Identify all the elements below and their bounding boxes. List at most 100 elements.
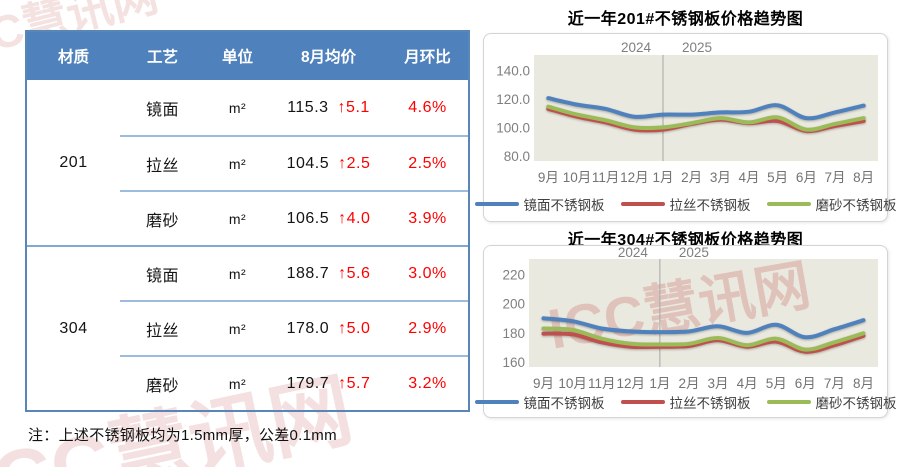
up-arrow-icon: ↑ [337, 98, 347, 116]
x-axis-tick-label: 12月 [617, 376, 646, 391]
legend-line-swatch [766, 201, 811, 207]
x-axis-tick-label: 6月 [795, 376, 816, 391]
series-line [546, 104, 866, 132]
x-axis-tick-label: 1月 [649, 376, 670, 391]
chart-legend-304: 镜面不锈钢板 拉丝不锈钢板 磨砂不锈钢板 [474, 392, 897, 412]
x-axis-tick-label: 1月 [652, 170, 673, 185]
table-note: 注：上述不锈钢板均为1.5mm厚，公差0.1mm [28, 427, 337, 444]
x-axis-tick-label: 10月 [563, 170, 592, 185]
table-body: 201 镜面 m² 115.3 ↑ 5.1 4.6% 拉丝 m² 104.5 ↑ 2.5 2.5% 磨砂 m… [27, 80, 468, 410]
price-trend-chart-304: ICC慧讯网 2024 2025 220 200 180 160 9月 10月 11月 12月 1月 2… [474, 245, 897, 418]
column-header-unit: 单位 [221, 49, 253, 66]
y-axis-tick-label: 160 [502, 355, 525, 370]
price-value: 179.7 [286, 374, 330, 392]
unit-cell: m² [205, 135, 270, 190]
chart-title-201: 近一年201#不锈钢板价格趋势图 [567, 11, 804, 28]
legend-label: 镜面不锈钢板 [523, 396, 605, 411]
process-cell: 磨砂 [120, 355, 205, 410]
mom-cell: 4.6% [408, 98, 447, 116]
process-cell: 镜面 [120, 245, 205, 300]
column-header-avg-price: 8月均价 [300, 49, 357, 66]
avg-price-cell: 188.7 ↑ 5.6 [270, 245, 387, 300]
x-axis-tick-label: 3月 [708, 376, 729, 391]
x-axis-tick-label: 9月 [538, 170, 559, 185]
x-axis-tick-label: 8月 [853, 376, 874, 391]
y-axis-tick-label: 180 [502, 326, 525, 341]
x-axis-tick-label: 2月 [678, 376, 699, 391]
mom-cell: 3.2% [387, 355, 468, 410]
price-value: 115.3 [287, 98, 329, 116]
y-axis-tick-label: 80.0 [504, 149, 530, 164]
table-header-row: 材质 工艺 单位 8月均价 月环比 [27, 32, 468, 80]
x-axis-tick-label: 10月 [558, 376, 587, 391]
x-axis-tick-label: 12月 [620, 170, 649, 185]
x-axis-tick-label: 4月 [737, 376, 758, 391]
material-cell: 201 [59, 153, 88, 171]
legend-label: 拉丝不锈钢板 [669, 396, 751, 411]
price-value: 104.5 [286, 154, 330, 172]
y-axis-tick-label: 140.0 [496, 63, 530, 78]
unit-cell: m² [205, 300, 270, 355]
y-axis-tick-label: 120.0 [496, 92, 530, 107]
x-axis-tick-label: 7月 [824, 376, 845, 391]
x-axis-tick-label: 4月 [738, 170, 759, 185]
x-axis-tick-label: 5月 [766, 376, 787, 391]
x-axis-tick-label: 11月 [588, 376, 616, 391]
legend-label: 拉丝不锈钢板 [669, 198, 751, 213]
unit-cell: m² [228, 99, 247, 116]
price-change: 5.1 [346, 98, 370, 116]
column-header-material: 材质 [57, 49, 89, 66]
price-trend-chart-201: 2024 2025 140.0 120.0 100.0 80.0 9月 10月 11月 12月 1月… [474, 33, 897, 222]
mom-cell: 3.0% [387, 245, 468, 300]
chart-legend-201: 镜面不锈钢板 拉丝不锈钢板 磨砂不锈钢板 [474, 194, 897, 214]
x-axis-tick-label: 7月 [824, 170, 845, 185]
price-table: 材质 工艺 单位 8月均价 月环比 201 镜面 m² 115.3 ↑ 5.1 4.6% 拉丝… [25, 30, 470, 412]
x-axis-tick-label: 3月 [710, 170, 731, 185]
legend-item: 镜面不锈钢板 [474, 392, 605, 412]
price-change: 5.7 [346, 374, 371, 392]
up-arrow-icon: ↑ [338, 264, 347, 282]
x-axis-tick-label: 9月 [533, 376, 554, 391]
mom-cell: 2.9% [387, 300, 468, 355]
up-arrow-icon: ↑ [338, 374, 347, 392]
unit-cell: m² [205, 245, 270, 300]
series-line [541, 326, 866, 352]
material-cell: 304 [27, 245, 120, 410]
price-change: 5.0 [346, 319, 371, 337]
series-line [546, 96, 866, 121]
y-axis-tick-label: 220 [502, 268, 525, 283]
x-axis-tick-label: 5月 [767, 170, 788, 185]
year-label: 2024 [621, 40, 652, 55]
legend-line-swatch [766, 399, 811, 405]
x-axis-tick-label: 11月 [592, 170, 620, 185]
mom-cell: 2.5% [387, 135, 468, 190]
price-value: 178.0 [286, 319, 330, 337]
process-cell: 拉丝 [120, 135, 205, 190]
up-arrow-icon: ↑ [338, 154, 347, 172]
legend-line-swatch [474, 399, 519, 405]
unit-cell: m² [205, 190, 270, 245]
mom-cell: 3.9% [387, 190, 468, 245]
price-change: 4.0 [346, 209, 371, 227]
column-header-mom: 月环比 [404, 49, 451, 66]
price-value: 106.5 [286, 209, 330, 227]
y-axis-tick-label: 100.0 [496, 120, 530, 135]
legend-line-swatch [474, 201, 519, 207]
avg-price-cell: 178.0 ↑ 5.0 [270, 300, 387, 355]
legend-label: 磨砂不锈钢板 [815, 396, 897, 411]
avg-price-cell: 106.5 ↑ 4.0 [270, 190, 387, 245]
y-axis-tick-label: 200 [502, 297, 525, 312]
avg-price-cell: 115.3 ↑ 5.1 [270, 80, 387, 135]
legend-item: 磨砂不锈钢板 [766, 194, 897, 214]
process-cell: 镜面 [145, 101, 179, 119]
up-arrow-icon: ↑ [338, 209, 347, 227]
price-change: 5.6 [346, 264, 371, 282]
up-arrow-icon: ↑ [338, 319, 347, 337]
process-cell: 拉丝 [120, 300, 205, 355]
legend-line-swatch [620, 399, 665, 405]
chart-title-304: 近一年304#不锈钢板价格趋势图 [567, 232, 804, 249]
process-cell: 磨砂 [120, 190, 205, 245]
year-label: 2024 [618, 246, 649, 260]
legend-label: 镜面不锈钢板 [523, 198, 605, 213]
